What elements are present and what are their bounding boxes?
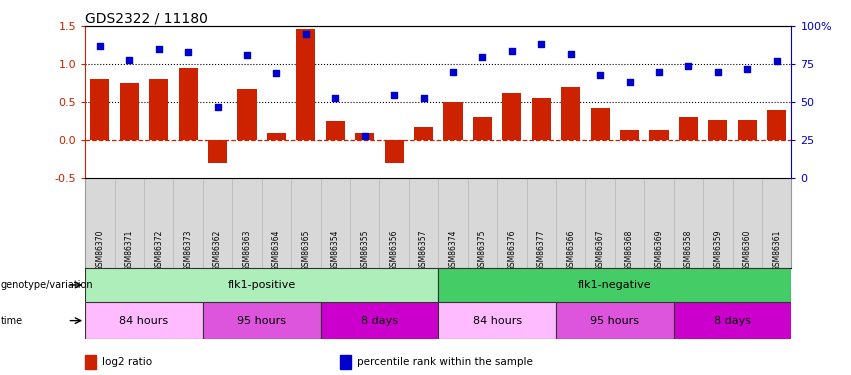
Point [476,54,489,60]
Bar [532,98,551,140]
Bar [237,89,256,140]
Text: 84 hours: 84 hours [472,316,522,326]
Text: percentile rank within the sample: percentile rank within the sample [357,357,534,367]
Point [593,72,607,78]
Bar [502,93,522,140]
Bar [90,80,110,140]
Bar [326,121,345,140]
Point [270,70,283,76]
Point [358,133,372,139]
Point [564,51,578,57]
Point [505,48,518,54]
Bar [738,120,757,140]
Text: 8 days: 8 days [714,316,751,326]
Point [299,31,312,37]
Point [93,43,106,49]
Point [151,46,165,52]
Text: 95 hours: 95 hours [237,316,286,326]
Bar [85,268,438,302]
Point [211,104,225,110]
Bar [149,80,168,140]
Point [711,69,725,75]
Text: flk1-positive: flk1-positive [227,280,296,290]
Bar [767,110,786,140]
Text: 95 hours: 95 hours [591,316,639,326]
Bar [208,140,227,163]
Bar [385,140,403,163]
Text: log2 ratio: log2 ratio [102,357,152,367]
Bar [443,102,463,140]
Bar [85,302,203,339]
Point [534,42,548,48]
Bar [674,302,791,339]
Text: genotype/variation: genotype/variation [1,280,94,290]
Bar [679,117,698,140]
Bar [561,87,580,140]
Point [123,57,136,63]
Bar [591,108,609,140]
Text: time: time [1,316,23,326]
Bar [473,117,492,140]
Point [623,80,637,86]
Point [652,69,665,75]
Bar [120,83,139,140]
Bar [267,133,286,140]
Point [770,58,784,64]
Bar [620,129,639,140]
Bar [438,302,556,339]
Point [417,94,431,100]
Bar [179,68,197,140]
Point [682,63,695,69]
Text: 84 hours: 84 hours [119,316,168,326]
Bar [296,28,316,140]
Bar [438,268,791,302]
Point [446,69,460,75]
Text: GDS2322 / 11180: GDS2322 / 11180 [85,11,208,25]
Point [387,92,401,98]
Text: flk1-negative: flk1-negative [578,280,652,290]
Bar [321,302,438,339]
Bar [355,133,374,140]
Point [328,94,342,100]
Bar [649,129,669,140]
Bar [203,302,321,339]
Bar [556,302,674,339]
Text: 8 days: 8 days [361,316,398,326]
Bar [414,127,433,140]
Point [240,52,254,58]
Point [740,66,754,72]
Point [181,49,195,55]
Bar [708,120,728,140]
